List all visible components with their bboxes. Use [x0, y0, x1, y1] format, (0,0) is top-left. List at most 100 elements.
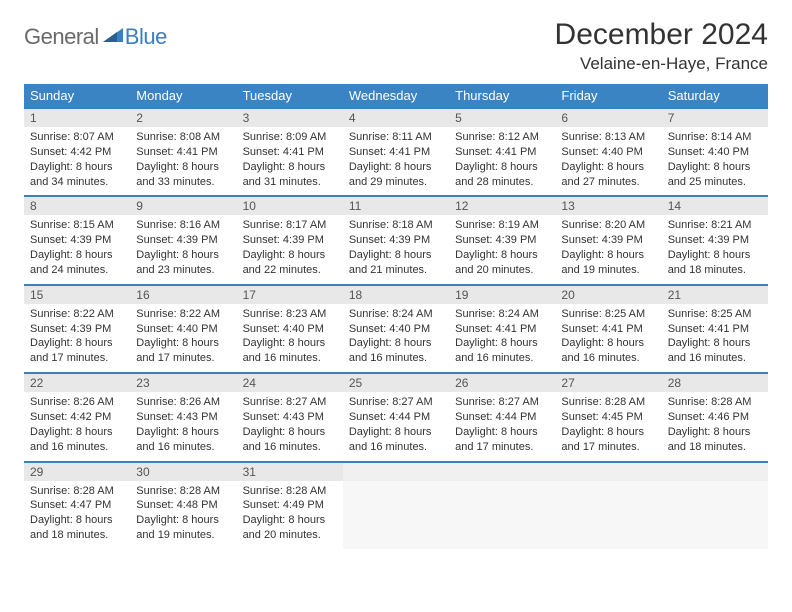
day-data-cell [662, 481, 768, 549]
daylight-line-2: and 16 minutes. [668, 351, 762, 366]
day-number-cell: 29 [24, 462, 130, 481]
sunset-line: Sunset: 4:39 PM [30, 322, 124, 337]
day-number-cell: 9 [130, 196, 236, 215]
sunset-line: Sunset: 4:39 PM [136, 233, 230, 248]
day-data-cell: Sunrise: 8:28 AMSunset: 4:48 PMDaylight:… [130, 481, 236, 549]
day-number-cell: 8 [24, 196, 130, 215]
day-number-row: 891011121314 [24, 196, 768, 215]
sunrise-line: Sunrise: 8:22 AM [136, 307, 230, 322]
day-number-cell: 13 [555, 196, 661, 215]
sunset-line: Sunset: 4:41 PM [455, 145, 549, 160]
sunrise-line: Sunrise: 8:27 AM [349, 395, 443, 410]
sunrise-line: Sunrise: 8:28 AM [561, 395, 655, 410]
daylight-line-1: Daylight: 8 hours [349, 425, 443, 440]
day-number-cell: 11 [343, 196, 449, 215]
day-number-cell: 17 [237, 285, 343, 304]
day-data-cell: Sunrise: 8:19 AMSunset: 4:39 PMDaylight:… [449, 215, 555, 284]
month-title: December 2024 [555, 18, 768, 52]
daylight-line-1: Daylight: 8 hours [455, 425, 549, 440]
sunset-line: Sunset: 4:42 PM [30, 410, 124, 425]
day-data-row: Sunrise: 8:15 AMSunset: 4:39 PMDaylight:… [24, 215, 768, 284]
day-data-cell: Sunrise: 8:14 AMSunset: 4:40 PMDaylight:… [662, 127, 768, 196]
day-number-cell: 14 [662, 196, 768, 215]
sunrise-line: Sunrise: 8:19 AM [455, 218, 549, 233]
daylight-line-1: Daylight: 8 hours [243, 248, 337, 263]
daylight-line-2: and 33 minutes. [136, 175, 230, 190]
day-number-cell: 25 [343, 373, 449, 392]
daylight-line-2: and 16 minutes. [349, 440, 443, 455]
day-data-row: Sunrise: 8:26 AMSunset: 4:42 PM Daylight:… [24, 392, 768, 461]
sunrise-line: Sunrise: 8:18 AM [349, 218, 443, 233]
weekday-header: Thursday [449, 84, 555, 108]
day-data-cell: Sunrise: 8:27 AMSunset: 4:44 PMDaylight:… [449, 392, 555, 461]
day-number-cell: 31 [237, 462, 343, 481]
day-number-cell: 15 [24, 285, 130, 304]
daylight-line-2: and 20 minutes. [243, 528, 337, 543]
day-number-cell: 3 [237, 108, 343, 127]
day-number-cell: 1 [24, 108, 130, 127]
daylight-line-2: and 25 minutes. [668, 175, 762, 190]
day-number-cell: 22 [24, 373, 130, 392]
daylight-line-1: Daylight: 8 hours [243, 425, 337, 440]
logo-text-blue: Blue [125, 24, 167, 50]
sunset-line: Sunset: 4:39 PM [455, 233, 549, 248]
sunrise-line: Sunrise: 8:25 AM [561, 307, 655, 322]
day-data-row: Sunrise: 8:28 AMSunset: 4:47 PMDaylight:… [24, 481, 768, 549]
day-number-cell [662, 462, 768, 481]
daylight-line-2: and 31 minutes. [243, 175, 337, 190]
day-data-cell: Sunrise: 8:16 AMSunset: 4:39 PMDaylight:… [130, 215, 236, 284]
day-data-cell: Sunrise: 8:28 AMSunset: 4:49 PMDaylight:… [237, 481, 343, 549]
day-data-cell: Sunrise: 8:28 AMSunset: 4:45 PMDaylight:… [555, 392, 661, 461]
daylight-line-1: Daylight: 8 hours [136, 336, 230, 351]
sunrise-line: Sunrise: 8:13 AM [561, 130, 655, 145]
weekday-header: Saturday [662, 84, 768, 108]
day-number-cell: 27 [555, 373, 661, 392]
day-number-cell: 7 [662, 108, 768, 127]
day-number-cell: 19 [449, 285, 555, 304]
day-data-cell: Sunrise: 8:21 AMSunset: 4:39 PMDaylight:… [662, 215, 768, 284]
daylight-line-2: and 23 minutes. [136, 263, 230, 278]
daylight-line-1: Daylight: 8 hours [243, 160, 337, 175]
daylight-line-1: Daylight: 8 hours [668, 425, 762, 440]
day-data-cell [449, 481, 555, 549]
daylight-line-1: Daylight: 8 hours [349, 336, 443, 351]
sunrise-line: Sunrise: 8:12 AM [455, 130, 549, 145]
day-data-cell: Sunrise: 8:13 AMSunset: 4:40 PMDaylight:… [555, 127, 661, 196]
sunrise-line: Sunrise: 8:26 AM [30, 395, 124, 410]
day-data-cell: Sunrise: 8:11 AMSunset: 4:41 PMDaylight:… [343, 127, 449, 196]
daylight-line-2: and 34 minutes. [30, 175, 124, 190]
sunset-line: Sunset: 4:44 PM [349, 410, 443, 425]
sunrise-line: Sunrise: 8:28 AM [136, 484, 230, 499]
daylight-line-1: Daylight: 8 hours [30, 513, 124, 528]
day-data-cell: Sunrise: 8:28 AMSunset: 4:47 PMDaylight:… [24, 481, 130, 549]
sunset-line: Sunset: 4:41 PM [349, 145, 443, 160]
daylight-line-1: Daylight: 8 hours [668, 160, 762, 175]
day-data-row: Sunrise: 8:22 AM Sunset: 4:39 PM Daylight:… [24, 304, 768, 373]
day-number-cell: 2 [130, 108, 236, 127]
sunrise-line: Sunrise: 8:17 AM [243, 218, 337, 233]
daylight-line-2: and 16 minutes. [136, 440, 230, 455]
daylight-line-1: Daylight: 8 hours [243, 336, 337, 351]
daylight-line-2: and 29 minutes. [349, 175, 443, 190]
sunrise-line: Sunrise: 8:27 AM [455, 395, 549, 410]
day-number-cell: 16 [130, 285, 236, 304]
day-data-cell: Sunrise: 8:23 AMSunset: 4:40 PMDaylight:… [237, 304, 343, 373]
weekday-header: Tuesday [237, 84, 343, 108]
header: General Blue December 2024 Velaine-en-Ha… [24, 18, 768, 74]
day-data-cell: Sunrise: 8:15 AMSunset: 4:39 PMDaylight:… [24, 215, 130, 284]
day-data-cell: Sunrise: 8:27 AMSunset: 4:43 PMDaylight:… [237, 392, 343, 461]
day-data-cell: Sunrise: 8:27 AMSunset: 4:44 PMDaylight:… [343, 392, 449, 461]
daylight-line-1: Daylight: 8 hours [243, 513, 337, 528]
day-number-cell: 20 [555, 285, 661, 304]
day-number-row: 293031 [24, 462, 768, 481]
daylight-line-1: Daylight: 8 hours [455, 248, 549, 263]
sunrise-line: Sunrise: 8:25 AM [668, 307, 762, 322]
sunset-line: Sunset: 4:42 PM [30, 145, 124, 160]
logo-triangle-icon [103, 26, 123, 47]
logo-text-general: General [24, 24, 99, 50]
sunset-line: Sunset: 4:43 PM [243, 410, 337, 425]
sunset-line: Sunset: 4:41 PM [668, 322, 762, 337]
daylight-line-1: Daylight: 8 hours [136, 513, 230, 528]
day-number-cell: 10 [237, 196, 343, 215]
day-number-cell: 4 [343, 108, 449, 127]
